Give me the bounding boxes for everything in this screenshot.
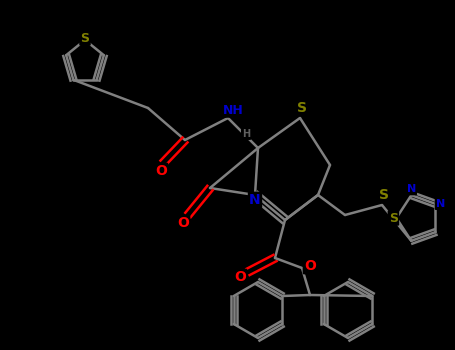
Text: S: S [297,101,307,115]
Text: O: O [304,259,316,273]
Text: N: N [407,184,416,194]
Text: NH: NH [222,104,243,117]
Text: O: O [155,164,167,178]
Text: O: O [234,270,246,284]
Text: S: S [81,32,90,44]
Text: S: S [389,211,398,224]
Text: S: S [379,188,389,202]
Text: N: N [249,193,261,207]
Text: N: N [436,199,445,209]
Text: O: O [177,216,189,230]
Text: H: H [242,129,250,139]
